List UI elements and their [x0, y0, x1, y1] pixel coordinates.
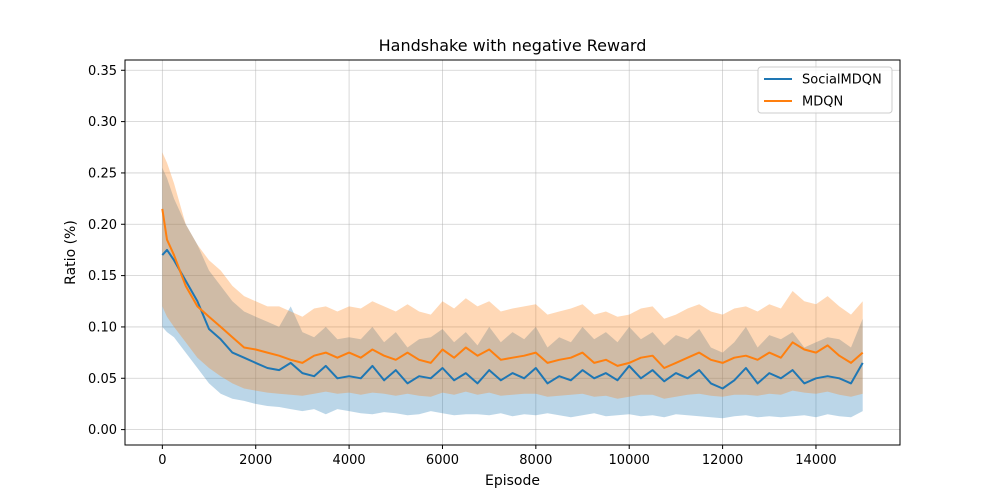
grid-lines: [125, 60, 900, 445]
line-socialmdqn: [161, 248, 864, 390]
axis-ticks: 0 2000 4000 6000 8000 10000 12000 14000 0.00 0.05…: [88, 64, 837, 468]
x-tick-label: 0: [158, 453, 166, 468]
legend-label-socialmdqn: SocialMDQN: [802, 73, 882, 88]
y-tick-label: 0.30: [88, 115, 117, 130]
x-tick-label: 12000: [702, 453, 743, 468]
x-tick-label: 2000: [239, 453, 272, 468]
x-tick-label: 10000: [609, 453, 650, 468]
series-lines: [161, 208, 864, 390]
plot-frame: [124, 59, 901, 446]
confidence-bands: [162, 152, 863, 419]
x-axis-label: Episode: [485, 473, 540, 489]
legend-label-mdqn: MDQN: [802, 95, 843, 110]
line-mdqn: [161, 208, 864, 369]
chart-title: Handshake with negative Reward: [379, 36, 647, 55]
x-tick-label: 6000: [426, 453, 459, 468]
x-tick-label: 14000: [795, 453, 836, 468]
legend: SocialMDQN MDQN: [757, 66, 893, 114]
y-tick-label: 0.15: [88, 269, 117, 284]
y-tick-label: 0.10: [88, 320, 117, 335]
x-tick-label: 8000: [519, 453, 552, 468]
band-mdqn: [162, 152, 863, 399]
x-tick-label: 4000: [333, 453, 366, 468]
y-tick-label: 0.35: [88, 64, 117, 79]
y-tick-label: 0.20: [88, 218, 117, 233]
band-socialmdqn: [162, 167, 863, 419]
y-tick-label: 0.05: [88, 372, 117, 387]
y-tick-label: 0.00: [88, 423, 117, 438]
y-axis-label: Ratio (%): [63, 220, 79, 285]
y-tick-label: 0.25: [88, 166, 117, 181]
